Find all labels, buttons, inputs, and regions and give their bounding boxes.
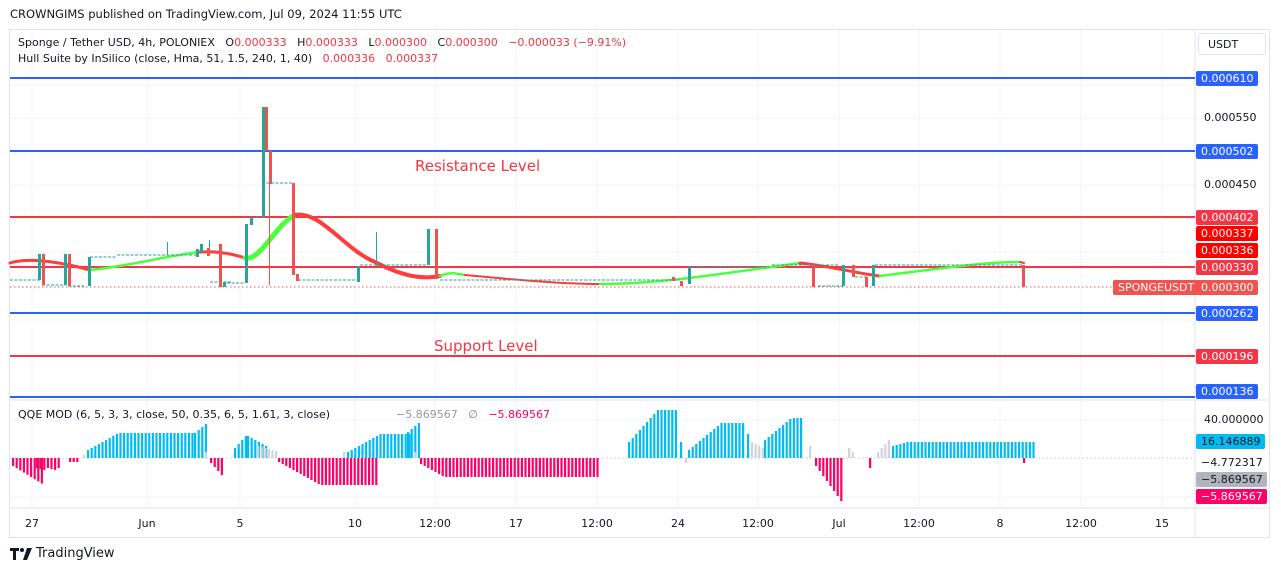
hull-value-1: 0.000336 bbox=[322, 52, 376, 65]
change-value: −0.000033 (−9.91%) bbox=[508, 36, 627, 49]
symbol-name[interactable]: Sponge / Tether USD, 4h, POLONIEX bbox=[18, 36, 215, 49]
tradingview-logo[interactable]: TradingView bbox=[10, 546, 115, 561]
time-tick: Jul bbox=[832, 517, 846, 530]
level-lines bbox=[10, 77, 1195, 398]
price-tag: 0.000502 bbox=[1196, 144, 1258, 159]
price-tag: 0.000262 bbox=[1196, 306, 1258, 321]
hull-legend[interactable]: Hull Suite by InSilico (close, Hma, 51, … bbox=[18, 52, 438, 65]
publisher-line: CROWNGIMS published on TradingView.com, … bbox=[10, 7, 402, 21]
tradingview-brand: TradingView bbox=[36, 546, 115, 561]
price-tag: 0.000136 bbox=[1196, 384, 1258, 399]
qqe-tag: −5.869567 bbox=[1196, 489, 1267, 504]
price-tag: 0.000337 bbox=[1196, 226, 1258, 241]
price-tag: 0.000336 bbox=[1196, 243, 1258, 258]
tradingview-logo-icon bbox=[10, 547, 32, 560]
qqe-indicator-name[interactable]: QQE MOD (6, 5, 3, 3, close, 50, 0.35, 6,… bbox=[18, 408, 331, 421]
qqe-tick-40: 40.000000 bbox=[1204, 413, 1264, 426]
candles bbox=[10, 107, 1025, 287]
time-tick: 8 bbox=[996, 517, 1004, 530]
time-tick: 17 bbox=[509, 517, 523, 530]
time-tick: 5 bbox=[236, 517, 244, 530]
qqe-tag: 16.146889 bbox=[1196, 434, 1265, 449]
open-value: 0.000333 bbox=[234, 36, 287, 49]
hull-suite bbox=[8, 212, 1025, 286]
grid-lines bbox=[10, 30, 1195, 508]
time-tick: 15 bbox=[1155, 517, 1169, 530]
price-tag: 0.000402 bbox=[1196, 210, 1258, 225]
time-tick: 12:00 bbox=[581, 517, 613, 530]
qqe-value-2: −5.869567 bbox=[488, 408, 550, 421]
close-value: 0.000300 bbox=[445, 36, 498, 49]
resistance-level-label[interactable]: Resistance Level bbox=[415, 157, 541, 175]
price-tag: 0.000300 bbox=[1196, 280, 1258, 295]
qqe-legend-values: −5.869567 ∅ −5.869567 bbox=[396, 408, 550, 421]
qqe-legend[interactable]: QQE MOD (6, 5, 3, 3, close, 50, 0.35, 6,… bbox=[18, 408, 330, 421]
low-value: 0.000300 bbox=[374, 36, 428, 49]
symbol-tag: SPONGEUSDT bbox=[1113, 280, 1199, 295]
hull-indicator-name[interactable]: Hull Suite by InSilico (close, Hma, 51, … bbox=[18, 52, 313, 65]
null-icon: ∅ bbox=[468, 408, 478, 421]
time-tick: Jun bbox=[138, 517, 156, 530]
price-tag: 0.000330 bbox=[1196, 260, 1258, 275]
qqe-tag: −5.869567 bbox=[1196, 472, 1267, 487]
time-tick: 10 bbox=[348, 517, 362, 530]
qqe-histogram bbox=[12, 410, 1035, 501]
time-tick: 12:00 bbox=[419, 517, 451, 530]
time-tick: 27 bbox=[25, 517, 39, 530]
time-tick: 24 bbox=[671, 517, 685, 530]
price-tag: 0.000196 bbox=[1196, 349, 1258, 364]
price-tick-450: 0.000450 bbox=[1204, 178, 1257, 191]
support-level-label[interactable]: Support Level bbox=[434, 337, 538, 355]
qqe-value-1: −5.869567 bbox=[396, 408, 458, 421]
qqe-tag: −4.772317 bbox=[1201, 456, 1263, 469]
high-value: 0.000333 bbox=[305, 36, 358, 49]
symbol-legend[interactable]: Sponge / Tether USD, 4h, POLONIEX O0.000… bbox=[18, 36, 627, 49]
price-tag: 0.000610 bbox=[1196, 71, 1258, 86]
time-tick: 12:00 bbox=[1065, 517, 1097, 530]
time-tick: 12:00 bbox=[742, 517, 774, 530]
currency-button[interactable]: USDT bbox=[1198, 33, 1266, 55]
time-tick: 12:00 bbox=[903, 517, 935, 530]
hull-value-2: 0.000337 bbox=[385, 52, 439, 65]
price-tick-550: 0.000550 bbox=[1204, 111, 1257, 124]
